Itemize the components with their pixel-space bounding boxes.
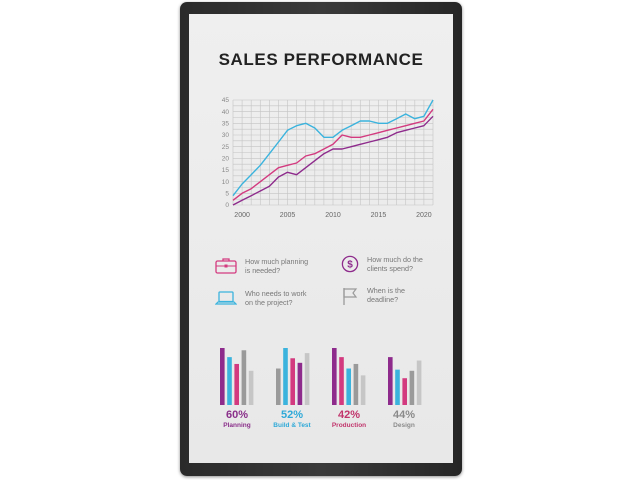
info-item-text: How much do the clients spend? <box>367 255 423 273</box>
bar-build-test-3 <box>297 362 303 405</box>
dollar-icon: $ <box>341 255 359 273</box>
info-item-deadline: When is the deadline? <box>341 286 435 306</box>
briefcase-icon <box>215 258 237 274</box>
y-tick-label: 0 <box>225 202 229 209</box>
stat-label-build: Build & Test <box>273 422 311 429</box>
bar-planning-0 <box>220 348 225 405</box>
y-tick-label: 30 <box>222 132 230 139</box>
monitor-screen: SALES PERFORMANCE 0 5 10 15 20 25 30 35 40 45 2000… <box>189 14 453 463</box>
series-line-magenta <box>232 108 434 201</box>
bar-design-2 <box>402 378 407 405</box>
y-tick-label: 5 <box>225 191 229 198</box>
y-tick-label: 45 <box>222 97 230 104</box>
bar-production-0 <box>332 348 337 405</box>
bar-planning-3 <box>241 350 247 405</box>
bar-chart <box>220 348 422 405</box>
stat-label-production: Production <box>331 422 367 429</box>
bar-design-3 <box>409 370 415 405</box>
laptop-icon <box>215 291 237 305</box>
stat-label-design: Design <box>393 422 415 429</box>
stat-label-planning: Planning <box>223 422 251 429</box>
info-item-planning: How much planning is needed? <box>215 257 313 275</box>
x-tick-label: 2005 <box>280 212 296 219</box>
bar-build-test-4 <box>304 353 310 405</box>
y-tick-label: 15 <box>222 167 230 174</box>
bar-build-test-1 <box>283 348 288 405</box>
stat-percent-production: 42% <box>337 409 361 421</box>
series-line-purple <box>232 115 434 206</box>
bar-production-4 <box>360 375 366 405</box>
flag-icon <box>343 288 358 305</box>
y-tick-label: 20 <box>222 156 230 163</box>
bar-planning-2 <box>234 363 239 405</box>
bar-design-1 <box>395 369 400 405</box>
x-tick-label: 2010 <box>325 212 341 219</box>
info-item-spend: $ How much do the clients spend? <box>341 255 435 273</box>
stat-percent-design: 44% <box>392 409 416 421</box>
y-tick-label: 25 <box>222 144 230 151</box>
y-tick-label: 40 <box>222 109 230 116</box>
info-item-team: Who needs to work on the project? <box>215 289 313 307</box>
bar-production-3 <box>353 363 359 405</box>
y-tick-label: 10 <box>222 179 230 186</box>
bar-planning-1 <box>227 357 232 405</box>
bar-design-4 <box>416 360 422 405</box>
bar-build-test-2 <box>290 358 295 405</box>
series-line-cyan <box>232 99 434 197</box>
info-item-text: When is the deadline? <box>367 286 405 304</box>
line-chart: 0 5 10 15 20 25 30 35 40 45 2000 2005 2010 2015 2020 <box>222 97 434 219</box>
stat-percent-planning: 60% <box>225 409 249 421</box>
page-title: SALES PERFORMANCE <box>218 50 424 69</box>
bar-design-0 <box>388 357 393 405</box>
bar-production-1 <box>339 357 344 405</box>
bar-production-2 <box>346 368 351 405</box>
info-item-text: How much planning is needed? <box>245 257 309 275</box>
x-tick-label: 2015 <box>371 212 387 219</box>
svg-text:$: $ <box>347 260 353 271</box>
monitor-bezel: SALES PERFORMANCE 0 5 10 15 20 25 30 35 40 45 2000… <box>180 2 462 476</box>
bar-build-test-0 <box>276 368 281 405</box>
y-tick-label: 35 <box>222 121 230 128</box>
info-item-text: Who needs to work on the project? <box>245 289 307 307</box>
stat-percent-build: 52% <box>280 409 304 421</box>
x-tick-label: 2020 <box>416 212 432 219</box>
x-tick-label: 2000 <box>234 212 250 219</box>
bar-planning-4 <box>248 370 254 405</box>
